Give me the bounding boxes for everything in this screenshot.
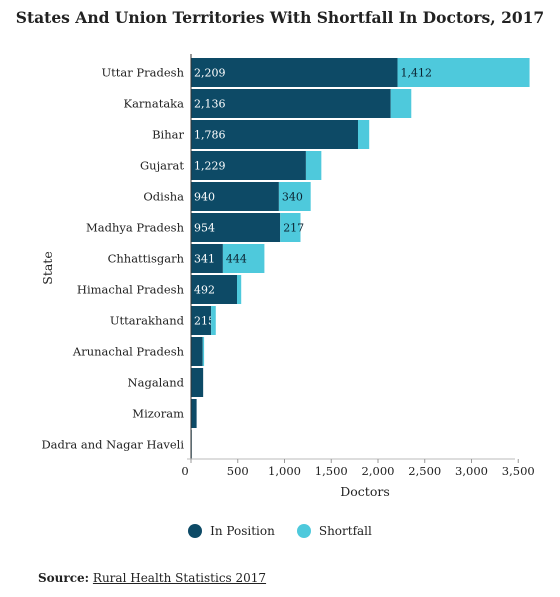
category-label-madhya-pradesh: Madhya Pradesh <box>86 221 185 235</box>
category-label-gujarat: Gujarat <box>140 159 184 173</box>
bar-shortfall-bihar <box>357 120 370 149</box>
bar-in-position-uttar-pradesh <box>191 58 398 87</box>
category-label-arunachal-pradesh: Arunachal Pradesh <box>72 345 185 359</box>
legend-swatch-in-position <box>188 524 203 538</box>
data-label-in-position-uttarakhand: 215 <box>194 315 215 328</box>
bar-in-position-madhya-pradesh <box>191 213 281 242</box>
bar-shortfall-chhattisgarh <box>222 244 265 273</box>
category-label-chhattisgarh: Chhattisgarh <box>108 252 185 266</box>
bar-in-position-mizoram <box>191 399 197 428</box>
data-label-in-position-bihar: 1,786 <box>194 129 226 142</box>
category-label-mizoram: Mizoram <box>132 407 184 421</box>
category-label-dadra-and-nagar-haveli: Dadra and Nagar Haveli <box>41 438 184 452</box>
bar-in-position-bihar <box>191 120 358 149</box>
x-tick-label-1500: 1,500 <box>315 464 348 478</box>
data-label-shortfall-madhya-pradesh: 217 <box>283 222 304 235</box>
category-label-bihar: Bihar <box>152 128 184 142</box>
bar-shortfall-uttarakhand <box>211 306 216 335</box>
bar-in-position-uttarakhand <box>191 306 212 335</box>
category-label-himachal-pradesh: Himachal Pradesh <box>77 283 185 297</box>
category-label-uttar-pradesh: Uttar Pradesh <box>101 66 184 80</box>
data-label-in-position-himachal-pradesh: 492 <box>194 284 215 297</box>
data-label-in-position-uttar-pradesh: 2,209 <box>194 67 226 80</box>
x-tick-label-0: 0 <box>181 464 188 478</box>
data-label-shortfall-uttar-pradesh: 1,412 <box>401 67 433 80</box>
x-tick-label-3000: 3,000 <box>455 464 488 478</box>
legend-swatch-shortfall <box>296 524 311 538</box>
source-note: Source: Rural Health Statistics 2017 <box>38 571 266 585</box>
legend-item-in-position[interactable]: In Position <box>188 524 275 538</box>
data-label-shortfall-odisha: 340 <box>282 191 303 204</box>
data-label-in-position-chhattisgarh: 341 <box>194 253 215 266</box>
x-tick-label-2000: 2,000 <box>362 464 395 478</box>
x-tick-label-500: 500 <box>227 464 249 478</box>
bar-shortfall-odisha <box>278 182 311 211</box>
bar-in-position-chhattisgarh <box>191 244 223 273</box>
bar-shortfall-karnataka <box>390 89 412 118</box>
category-label-odisha: Odisha <box>143 190 184 204</box>
bar-shortfall-gujarat <box>305 151 322 180</box>
source-label: Source: <box>38 571 90 585</box>
x-tick-label-3500: 3,500 <box>502 464 535 478</box>
bar-shortfall-uttar-pradesh <box>397 58 530 87</box>
bar-in-position-odisha <box>191 182 279 211</box>
category-label-karnataka: Karnataka <box>123 97 184 111</box>
x-axis-title: Doctors <box>340 484 390 499</box>
data-label-in-position-odisha: 940 <box>194 191 215 204</box>
bar-in-position-karnataka <box>191 89 391 118</box>
category-label-uttarakhand: Uttarakhand <box>110 314 185 328</box>
data-label-in-position-madhya-pradesh: 954 <box>194 222 215 235</box>
legend-label-in-position: In Position <box>210 524 275 538</box>
bar-in-position-gujarat <box>191 151 306 180</box>
y-axis-title: State <box>40 251 55 284</box>
data-label-in-position-gujarat: 1,229 <box>194 160 226 173</box>
legend-label-shortfall: Shortfall <box>318 524 372 538</box>
legend: In Position Shortfall <box>0 524 560 538</box>
legend-item-shortfall[interactable]: Shortfall <box>296 524 372 538</box>
bar-in-position-himachal-pradesh <box>191 275 238 304</box>
bar-chart: Uttar Pradesh 2,209 1,412 Karnataka 2,136 Bih… <box>40 54 535 499</box>
x-tick-label-1000: 1,000 <box>268 464 301 478</box>
bar-shortfall-madhya-pradesh <box>280 213 301 242</box>
bar-shortfall-arunachal-pradesh <box>202 337 205 366</box>
bar-in-position-arunachal-pradesh <box>191 337 203 366</box>
bar-shortfall-himachal-pradesh <box>237 275 242 304</box>
source-link[interactable]: Rural Health Statistics 2017 <box>92 571 267 585</box>
chart-title: States And Union Territories With Shortf… <box>15 8 545 27</box>
bar-in-position-nagaland <box>191 368 204 397</box>
x-tick-label-2500: 2,500 <box>408 464 441 478</box>
data-label-in-position-karnataka: 2,136 <box>194 98 226 111</box>
data-label-shortfall-chhattisgarh: 444 <box>226 253 247 266</box>
category-label-nagaland: Nagaland <box>128 376 185 390</box>
